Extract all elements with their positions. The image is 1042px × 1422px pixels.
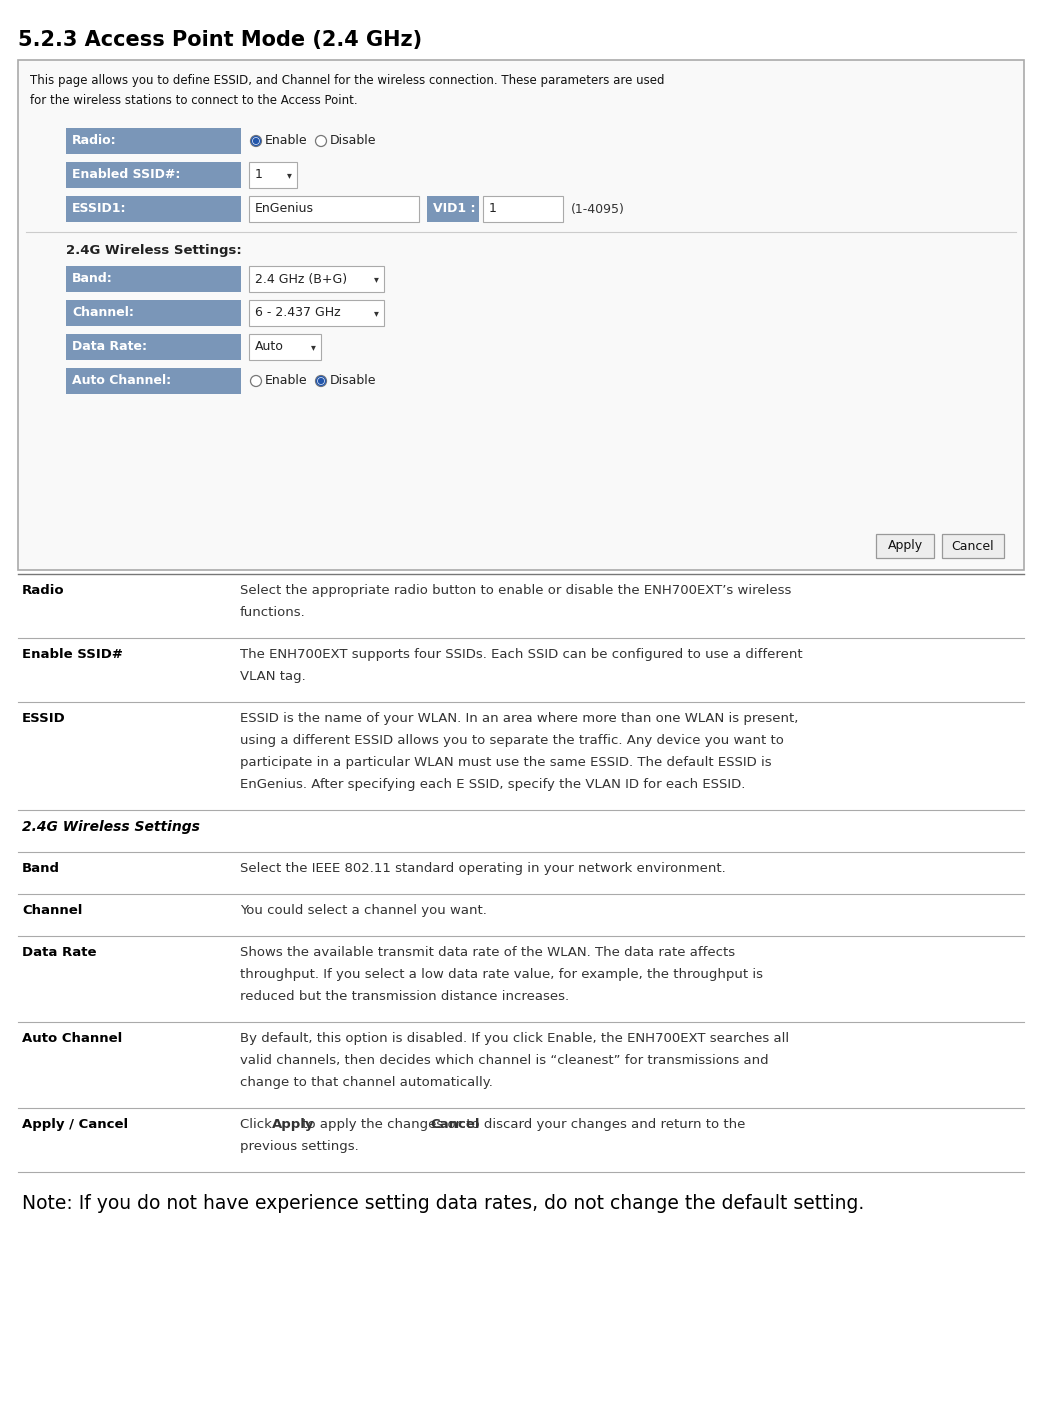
Text: Click: Click	[240, 1118, 276, 1130]
Bar	[249, 334, 321, 360]
Text: Band:: Band:	[72, 273, 113, 286]
Text: Disable: Disable	[330, 374, 376, 388]
Bar	[66, 368, 241, 394]
Text: throughput. If you select a low data rate value, for example, the throughput is: throughput. If you select a low data rat…	[240, 968, 763, 981]
Text: By default, this option is disabled. If you click Enable, the ENH700EXT searches: By default, this option is disabled. If …	[240, 1032, 789, 1045]
Text: ESSID is the name of your WLAN. In an area where more than one WLAN is present,: ESSID is the name of your WLAN. In an ar…	[240, 712, 798, 725]
Text: for the wireless stations to connect to the Access Point.: for the wireless stations to connect to …	[30, 94, 357, 107]
Bar	[483, 196, 563, 222]
Text: to discard your changes and return to the: to discard your changes and return to th…	[462, 1118, 745, 1130]
Bar	[66, 128, 241, 154]
Text: Auto Channel:: Auto Channel:	[72, 374, 171, 388]
Text: Auto: Auto	[255, 340, 283, 354]
Text: previous settings.: previous settings.	[240, 1140, 358, 1153]
Text: 1: 1	[255, 168, 263, 182]
Text: Data Rate:: Data Rate:	[72, 340, 147, 354]
Text: ESSID: ESSID	[22, 712, 66, 725]
Text: Auto Channel: Auto Channel	[22, 1032, 122, 1045]
Text: Apply: Apply	[888, 539, 922, 553]
Bar	[249, 300, 384, 326]
Bar	[249, 266, 384, 292]
Circle shape	[318, 378, 324, 384]
Bar	[249, 162, 297, 188]
Text: Select the appropriate radio button to enable or disable the ENH700EXT’s wireles: Select the appropriate radio button to e…	[240, 584, 791, 597]
Circle shape	[316, 375, 326, 387]
Text: This page allows you to define ESSID, and Channel for the wireless connection. T: This page allows you to define ESSID, an…	[30, 74, 665, 87]
Bar	[942, 535, 1004, 557]
Text: VLAN tag.: VLAN tag.	[240, 670, 305, 683]
Text: Radio:: Radio:	[72, 135, 117, 148]
Circle shape	[316, 135, 326, 146]
Text: Apply: Apply	[272, 1118, 315, 1130]
Text: You could select a channel you want.: You could select a channel you want.	[240, 904, 487, 917]
Text: VID1 :: VID1 :	[433, 202, 475, 216]
Bar	[66, 300, 241, 326]
Text: Apply / Cancel: Apply / Cancel	[22, 1118, 128, 1130]
Text: 6 - 2.437 GHz: 6 - 2.437 GHz	[255, 307, 341, 320]
Text: Channel: Channel	[22, 904, 82, 917]
Text: 5.2.3 Access Point Mode (2.4 GHz): 5.2.3 Access Point Mode (2.4 GHz)	[18, 30, 422, 50]
Text: 1: 1	[489, 202, 497, 216]
Text: reduced but the transmission distance increases.: reduced but the transmission distance in…	[240, 990, 569, 1003]
Circle shape	[250, 135, 262, 146]
Text: Radio: Radio	[22, 584, 65, 597]
Bar	[66, 162, 241, 188]
Text: functions.: functions.	[240, 606, 305, 619]
Circle shape	[250, 375, 262, 387]
Bar	[427, 196, 479, 222]
Text: Note: If you do not have experience setting data rates, do not change the defaul: Note: If you do not have experience sett…	[22, 1194, 864, 1213]
Text: Enable: Enable	[265, 374, 307, 388]
Text: EnGenius. After specifying each E SSID, specify the VLAN ID for each ESSID.: EnGenius. After specifying each E SSID, …	[240, 778, 745, 791]
Text: change to that channel automatically.: change to that channel automatically.	[240, 1076, 493, 1089]
Text: using a different ESSID allows you to separate the traffic. Any device you want : using a different ESSID allows you to se…	[240, 734, 784, 747]
Text: Enable: Enable	[265, 135, 307, 148]
Bar	[66, 196, 241, 222]
Bar	[66, 266, 241, 292]
Text: Band: Band	[22, 862, 60, 875]
Text: Enabled SSID#:: Enabled SSID#:	[72, 168, 180, 182]
Text: ▾: ▾	[287, 171, 292, 181]
Text: Enable SSID#: Enable SSID#	[22, 648, 123, 661]
Bar	[18, 60, 1024, 570]
Text: participate in a particular WLAN must use the same ESSID. The default ESSID is: participate in a particular WLAN must us…	[240, 757, 772, 769]
Text: Cancel: Cancel	[951, 539, 994, 553]
Text: The ENH700EXT supports four SSIDs. Each SSID can be configured to use a differen: The ENH700EXT supports four SSIDs. Each …	[240, 648, 802, 661]
Circle shape	[253, 138, 259, 144]
Text: EnGenius: EnGenius	[255, 202, 314, 216]
Text: Cancel: Cancel	[430, 1118, 479, 1130]
Text: ▾: ▾	[374, 274, 379, 284]
Text: Select the IEEE 802.11 standard operating in your network environment.: Select the IEEE 802.11 standard operatin…	[240, 862, 725, 875]
Text: ▾: ▾	[311, 343, 316, 353]
Text: (1-4095): (1-4095)	[571, 202, 625, 216]
Text: Disable: Disable	[330, 135, 376, 148]
Text: Shows the available transmit data rate of the WLAN. The data rate affects: Shows the available transmit data rate o…	[240, 946, 735, 958]
Bar	[249, 196, 419, 222]
Text: ▾: ▾	[374, 309, 379, 319]
Text: 2.4G Wireless Settings:: 2.4G Wireless Settings:	[66, 245, 242, 257]
Bar	[66, 334, 241, 360]
Text: ESSID1:: ESSID1:	[72, 202, 126, 216]
Text: Data Rate: Data Rate	[22, 946, 97, 958]
Text: Channel:: Channel:	[72, 307, 133, 320]
Text: 2.4 GHz (B+G): 2.4 GHz (B+G)	[255, 273, 347, 286]
Text: valid channels, then decides which channel is “cleanest” for transmissions and: valid channels, then decides which chann…	[240, 1054, 769, 1066]
Text: to apply the changes or: to apply the changes or	[298, 1118, 466, 1130]
Text: 2.4G Wireless Settings: 2.4G Wireless Settings	[22, 820, 200, 833]
Bar	[876, 535, 934, 557]
